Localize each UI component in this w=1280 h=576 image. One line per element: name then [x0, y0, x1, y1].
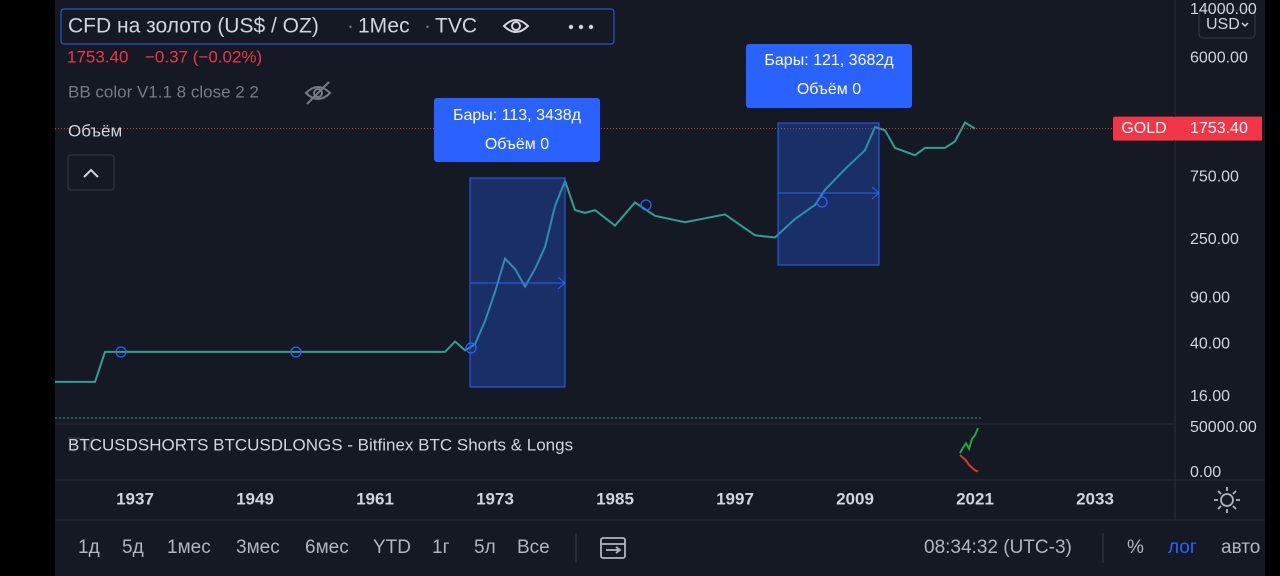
range-button[interactable]: YTD	[373, 537, 411, 558]
log-toggle[interactable]: лог	[1168, 537, 1197, 558]
anchor[interactable]	[640, 199, 652, 211]
x-tick-label: 2021	[956, 489, 994, 508]
auto-toggle[interactable]: авто	[1221, 537, 1260, 558]
y-tick-label: 16.00	[1190, 388, 1230, 405]
measure-volume: Объём 0	[485, 136, 549, 153]
symbol-title[interactable]: CFD на золото (US$ / OZ)	[68, 15, 319, 38]
range-button[interactable]: 3мес	[236, 537, 280, 558]
symbol-tag-label: GOLD	[1121, 120, 1166, 137]
x-tick-label: 2009	[836, 489, 874, 508]
measure-volume: Объём 0	[797, 81, 861, 98]
tv-logo: TV	[68, 433, 95, 456]
x-tick-label: 1949	[236, 489, 274, 508]
currency[interactable]: USD	[1206, 16, 1240, 33]
y-tick-label: 6000.00	[1190, 50, 1248, 67]
measure-bars: Бары: 121, 3682д	[764, 52, 894, 69]
eye-icon[interactable]	[502, 19, 530, 33]
price-line	[959, 454, 979, 473]
measure-bars: Бары: 113, 3438д	[453, 107, 582, 124]
price-tag	[1175, 116, 1262, 141]
range-button[interactable]: 5д	[122, 537, 144, 558]
y-tick-label: 90.00	[1190, 289, 1230, 306]
measure-arrow-head	[871, 186, 880, 200]
chevron-up	[83, 168, 99, 178]
range-button[interactable]: 1мес	[167, 537, 211, 558]
x-tick-label: 1937	[116, 489, 154, 508]
price-change: −0.37 (−0.02%)	[145, 47, 262, 66]
y-tick-label: 750.00	[1190, 168, 1239, 185]
measure-box[interactable]	[777, 122, 880, 266]
lower-pane	[959, 427, 979, 473]
anchor[interactable]	[290, 346, 302, 358]
separator: ·	[347, 15, 354, 38]
last-price: 1753.40	[67, 47, 128, 66]
anchor[interactable]	[115, 346, 127, 358]
y-tick-label: 50000.00	[1190, 419, 1257, 436]
more-icon[interactable]	[568, 24, 594, 30]
range-button[interactable]: 6мес	[305, 537, 349, 558]
anchor[interactable]	[816, 196, 828, 208]
date-range-icon[interactable]	[600, 537, 626, 559]
anchor[interactable]	[465, 342, 477, 354]
range-button[interactable]: 1д	[78, 537, 100, 558]
price-line	[959, 427, 979, 454]
range-button[interactable]: 5л	[474, 537, 496, 558]
measure-label	[434, 98, 600, 162]
interval[interactable]: 1Мес	[358, 15, 410, 38]
dropdown-arrow	[1241, 22, 1249, 28]
x-tick-label: 2033	[1076, 489, 1114, 508]
price-tag-label: 1753.40	[1190, 120, 1248, 137]
y-tick-label: 14000.00	[1190, 1, 1257, 18]
indicator-label[interactable]: BB color V1.1 8 close 2 2	[68, 82, 259, 101]
y-tick-label: 250.00	[1190, 231, 1239, 248]
range-bar: 1д 5д 1мес 3мес 6мес YTD 1г 5л Все	[78, 537, 550, 558]
collapse-button[interactable]	[67, 154, 115, 191]
range-button[interactable]: Все	[517, 537, 550, 558]
currency-button[interactable]	[1198, 9, 1256, 39]
source: TVC	[435, 15, 477, 38]
x-tick-label: 1973	[476, 489, 514, 508]
percent-toggle[interactable]: %	[1127, 537, 1144, 558]
volume-label[interactable]: Объём	[68, 121, 122, 140]
clock[interactable]: 08:34:32 (UTC-3)	[924, 537, 1072, 558]
x-tick-label: 1985	[596, 489, 634, 508]
measure-label	[746, 44, 912, 108]
y-tick-label: 0.00	[1190, 464, 1221, 481]
hidden-eye-icon[interactable]	[304, 81, 332, 105]
lower-pane-title: BTCUSDSHORTS BTCUSDLONGS - Bitfinex BTC …	[68, 435, 573, 454]
symbol-tag	[1113, 116, 1175, 141]
x-tick-label: 1997	[716, 489, 754, 508]
y-tick-label: 40.00	[1190, 336, 1230, 353]
theme-icon[interactable]	[1214, 487, 1240, 513]
measure-arrow-head	[557, 276, 566, 290]
x-tick-label: 1961	[356, 489, 394, 508]
symbol-box[interactable]	[60, 8, 615, 45]
range-button[interactable]: 1г	[432, 537, 450, 558]
separator: ·	[424, 15, 431, 38]
price-line	[55, 121, 976, 383]
plot-area	[55, 121, 1175, 383]
drawing-anchors	[115, 196, 828, 358]
